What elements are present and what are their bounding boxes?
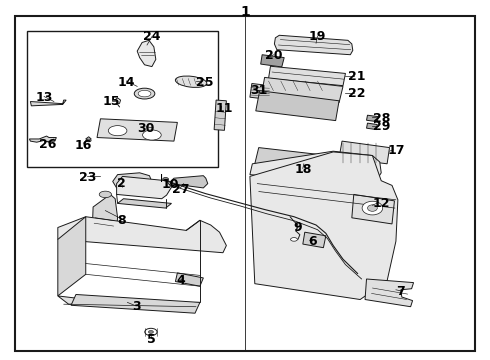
- Polygon shape: [250, 152, 398, 300]
- Polygon shape: [367, 115, 378, 122]
- Polygon shape: [250, 84, 270, 99]
- Text: 19: 19: [309, 30, 326, 43]
- Text: 14: 14: [118, 76, 135, 89]
- Text: 2: 2: [117, 177, 126, 190]
- Polygon shape: [256, 91, 339, 121]
- Polygon shape: [352, 194, 394, 224]
- Text: 6: 6: [308, 235, 317, 248]
- Polygon shape: [58, 217, 86, 296]
- Text: l: l: [160, 174, 163, 184]
- Ellipse shape: [99, 191, 111, 198]
- Polygon shape: [71, 294, 200, 313]
- Ellipse shape: [86, 139, 91, 142]
- Text: 24: 24: [143, 30, 161, 42]
- Text: 20: 20: [265, 49, 282, 62]
- Text: 23: 23: [78, 171, 96, 184]
- Text: 26: 26: [39, 138, 57, 151]
- Polygon shape: [29, 136, 56, 142]
- Text: 16: 16: [74, 139, 92, 152]
- Ellipse shape: [368, 205, 377, 211]
- Polygon shape: [97, 119, 177, 141]
- Polygon shape: [118, 199, 172, 208]
- Ellipse shape: [108, 126, 127, 136]
- Polygon shape: [30, 100, 66, 106]
- Text: 13: 13: [35, 91, 53, 104]
- Polygon shape: [92, 194, 118, 238]
- Polygon shape: [175, 273, 203, 286]
- Polygon shape: [117, 176, 172, 199]
- Text: 1: 1: [240, 5, 250, 18]
- Polygon shape: [262, 77, 343, 103]
- Polygon shape: [303, 232, 326, 248]
- Text: 9: 9: [294, 221, 302, 234]
- Text: 10: 10: [162, 178, 179, 191]
- Text: 5: 5: [147, 333, 155, 346]
- Polygon shape: [367, 123, 377, 130]
- Text: 4: 4: [176, 274, 185, 287]
- Polygon shape: [255, 148, 347, 174]
- Text: 3: 3: [132, 300, 141, 313]
- Polygon shape: [113, 173, 152, 191]
- Polygon shape: [365, 279, 414, 307]
- Text: 11: 11: [216, 102, 233, 114]
- Text: 22: 22: [348, 87, 366, 100]
- Polygon shape: [214, 100, 226, 130]
- Text: 31: 31: [250, 84, 268, 97]
- Text: 21: 21: [348, 70, 366, 83]
- Ellipse shape: [138, 90, 151, 97]
- Ellipse shape: [134, 88, 155, 99]
- Polygon shape: [339, 141, 390, 164]
- Text: 25: 25: [196, 76, 214, 89]
- Polygon shape: [261, 55, 284, 67]
- Text: 27: 27: [172, 183, 189, 195]
- Polygon shape: [171, 176, 208, 188]
- Ellipse shape: [143, 130, 161, 140]
- Text: 28: 28: [372, 112, 390, 125]
- Text: 17: 17: [387, 144, 405, 157]
- Bar: [27, 31, 218, 167]
- Ellipse shape: [163, 177, 169, 181]
- Polygon shape: [274, 35, 353, 55]
- Text: 8: 8: [117, 214, 126, 227]
- Text: 7: 7: [396, 285, 405, 298]
- Text: 29: 29: [372, 120, 390, 133]
- Polygon shape: [269, 66, 345, 86]
- Ellipse shape: [175, 76, 207, 87]
- Ellipse shape: [145, 328, 157, 336]
- Polygon shape: [58, 296, 200, 311]
- Polygon shape: [58, 217, 226, 253]
- Polygon shape: [137, 40, 156, 67]
- Text: 18: 18: [294, 163, 312, 176]
- Text: 12: 12: [372, 197, 390, 210]
- Ellipse shape: [291, 238, 297, 241]
- Text: 30: 30: [137, 122, 155, 135]
- Ellipse shape: [362, 201, 383, 215]
- Polygon shape: [250, 151, 381, 187]
- Text: 15: 15: [103, 95, 121, 108]
- Ellipse shape: [148, 330, 153, 333]
